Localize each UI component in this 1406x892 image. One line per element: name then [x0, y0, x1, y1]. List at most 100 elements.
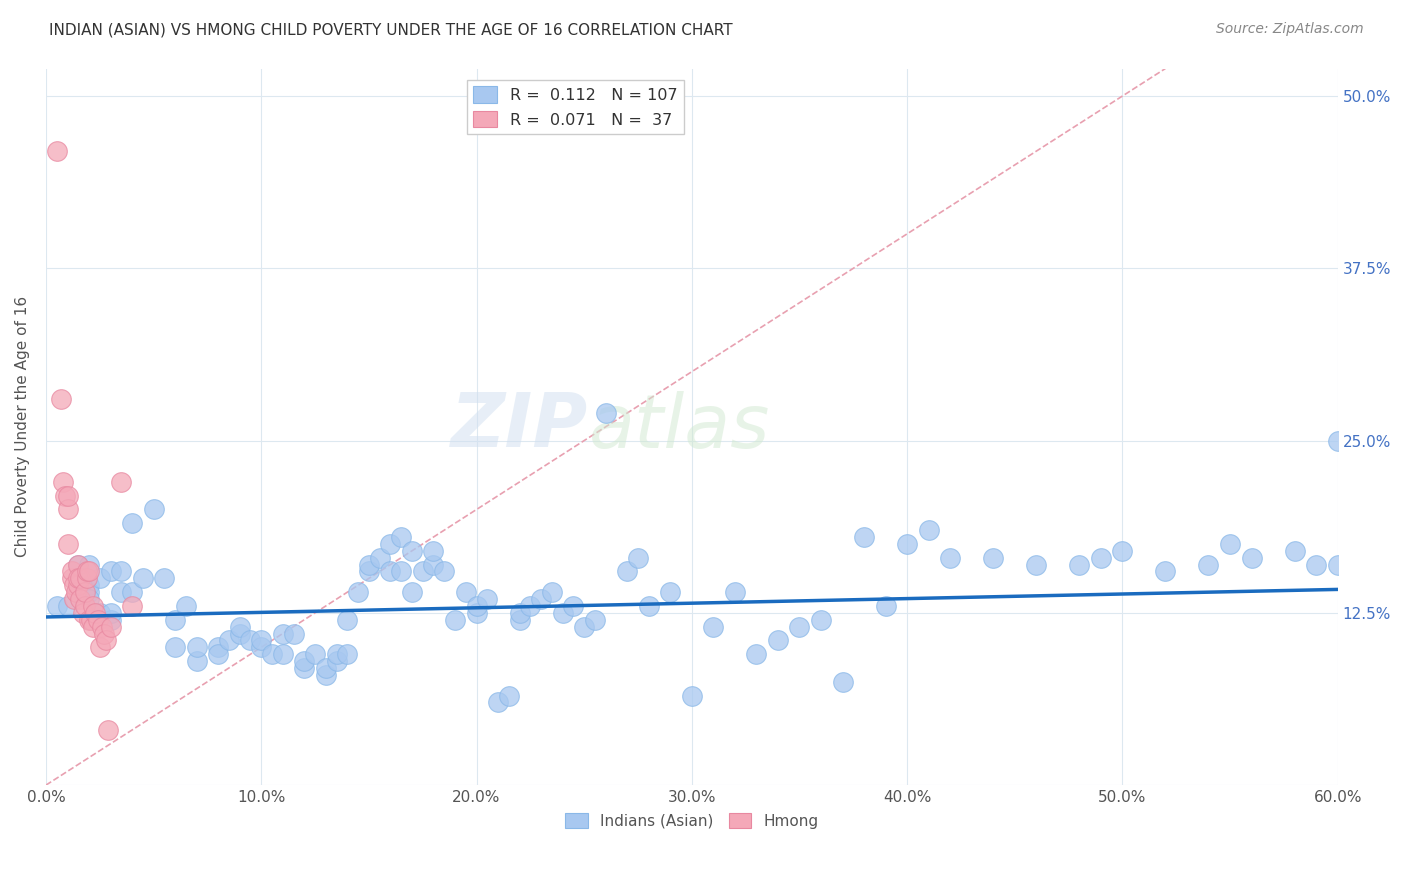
- Point: [530, 592, 553, 607]
- Text: INDIAN (ASIAN) VS HMONG CHILD POVERTY UNDER THE AGE OF 16 CORRELATION CHART: INDIAN (ASIAN) VS HMONG CHILD POVERTY UN…: [49, 22, 733, 37]
- Point: [1326, 558, 1348, 572]
- Point: [69, 571, 91, 585]
- Point: [745, 647, 768, 661]
- Point: [250, 633, 273, 648]
- Point: [250, 640, 273, 655]
- Point: [110, 475, 132, 489]
- Y-axis label: Child Poverty Under the Age of 16: Child Poverty Under the Age of 16: [15, 296, 30, 558]
- Point: [93, 626, 115, 640]
- Point: [207, 647, 229, 661]
- Point: [853, 530, 876, 544]
- Point: [49, 392, 72, 407]
- Point: [77, 585, 100, 599]
- Point: [69, 592, 91, 607]
- Point: [572, 619, 595, 633]
- Point: [551, 606, 574, 620]
- Point: [56, 502, 79, 516]
- Point: [389, 530, 412, 544]
- Point: [1284, 544, 1306, 558]
- Point: [207, 640, 229, 655]
- Point: [89, 606, 111, 620]
- Point: [325, 647, 347, 661]
- Point: [121, 516, 143, 531]
- Point: [76, 571, 98, 585]
- Point: [810, 613, 832, 627]
- Point: [77, 558, 100, 572]
- Legend: Indians (Asian), Hmong: Indians (Asian), Hmong: [558, 806, 825, 835]
- Point: [380, 537, 402, 551]
- Point: [509, 606, 531, 620]
- Point: [789, 619, 811, 633]
- Point: [981, 550, 1004, 565]
- Point: [67, 558, 90, 572]
- Point: [86, 613, 108, 627]
- Point: [380, 565, 402, 579]
- Point: [541, 585, 564, 599]
- Point: [52, 475, 75, 489]
- Point: [100, 619, 122, 633]
- Point: [56, 537, 79, 551]
- Point: [132, 571, 155, 585]
- Point: [1111, 544, 1133, 558]
- Point: [63, 578, 86, 592]
- Point: [875, 599, 897, 613]
- Point: [519, 599, 541, 613]
- Point: [1025, 558, 1047, 572]
- Point: [1090, 550, 1112, 565]
- Text: ZIP: ZIP: [451, 391, 589, 463]
- Point: [72, 606, 94, 620]
- Point: [63, 592, 86, 607]
- Point: [389, 565, 412, 579]
- Point: [304, 647, 326, 661]
- Point: [165, 613, 187, 627]
- Point: [82, 619, 104, 633]
- Point: [433, 565, 456, 579]
- Point: [77, 592, 100, 607]
- Point: [422, 544, 444, 558]
- Point: [56, 489, 79, 503]
- Point: [56, 599, 79, 613]
- Point: [637, 599, 659, 613]
- Point: [100, 606, 122, 620]
- Point: [165, 640, 187, 655]
- Point: [186, 640, 208, 655]
- Point: [218, 633, 240, 648]
- Point: [702, 619, 724, 633]
- Point: [91, 619, 114, 633]
- Text: Source: ZipAtlas.com: Source: ZipAtlas.com: [1216, 22, 1364, 37]
- Point: [498, 689, 520, 703]
- Point: [73, 599, 96, 613]
- Point: [766, 633, 789, 648]
- Point: [939, 550, 962, 565]
- Point: [465, 606, 488, 620]
- Point: [110, 565, 132, 579]
- Point: [174, 599, 197, 613]
- Point: [96, 633, 118, 648]
- Point: [336, 613, 359, 627]
- Point: [67, 558, 90, 572]
- Point: [80, 613, 103, 627]
- Point: [271, 626, 294, 640]
- Point: [401, 585, 423, 599]
- Point: [186, 654, 208, 668]
- Point: [45, 145, 67, 159]
- Point: [1240, 550, 1263, 565]
- Point: [142, 502, 165, 516]
- Point: [77, 578, 100, 592]
- Point: [228, 619, 250, 633]
- Text: atlas: atlas: [589, 391, 770, 463]
- Point: [465, 599, 488, 613]
- Point: [100, 613, 122, 627]
- Point: [239, 633, 262, 648]
- Point: [486, 695, 509, 709]
- Point: [1305, 558, 1327, 572]
- Point: [110, 585, 132, 599]
- Point: [1154, 565, 1177, 579]
- Point: [260, 647, 283, 661]
- Point: [616, 565, 638, 579]
- Point: [45, 599, 67, 613]
- Point: [477, 592, 499, 607]
- Point: [73, 585, 96, 599]
- Point: [401, 544, 423, 558]
- Point: [444, 613, 467, 627]
